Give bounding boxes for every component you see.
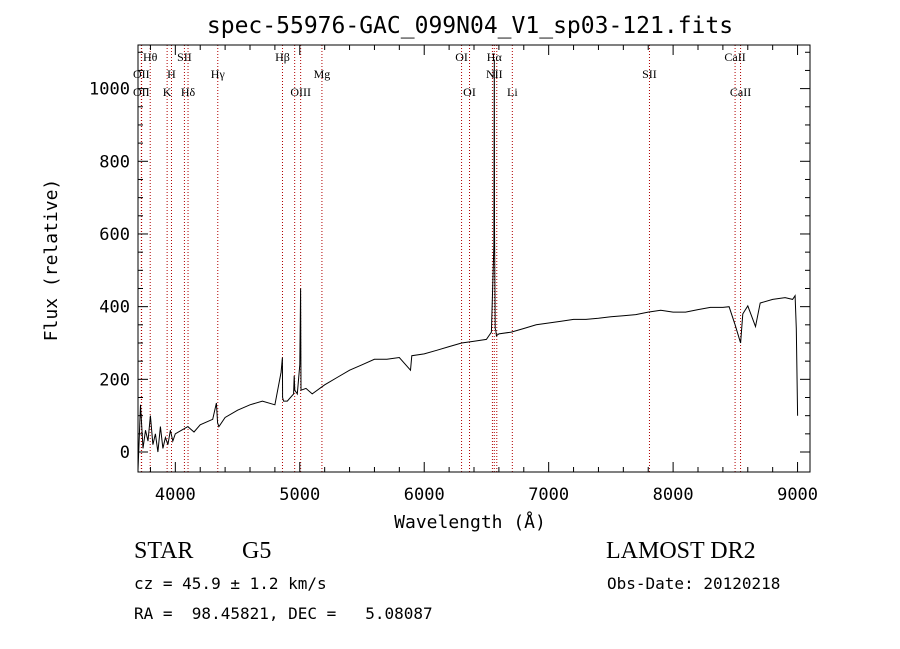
line-label: CaII	[730, 85, 751, 99]
y-tick-label: 0	[120, 443, 130, 463]
obs-date: Obs-Date: 20120218	[607, 574, 781, 593]
y-tick-label: 200	[99, 370, 130, 390]
line-label: SII	[642, 67, 657, 81]
line-label: Hθ	[143, 50, 158, 64]
x-tick-label: 7000	[528, 485, 569, 505]
line-label: K	[163, 85, 172, 99]
x-tick-label: 5000	[279, 485, 320, 505]
survey-name: LAMOST DR2	[606, 538, 756, 564]
y-tick-label: 400	[99, 298, 130, 318]
line-label: OI	[463, 85, 476, 99]
line-label: Li	[507, 85, 518, 99]
line-markers	[140, 45, 742, 472]
line-label: OI	[455, 50, 468, 64]
line-label: Hα	[487, 50, 503, 64]
object-subclass: G5	[242, 538, 272, 564]
line-label: Hδ	[181, 85, 196, 99]
y-tick-label: 600	[99, 225, 130, 245]
line-label: Hγ	[211, 67, 226, 81]
line-label: Hβ	[275, 50, 290, 64]
x-tick-label: 6000	[404, 485, 445, 505]
line-label: OII	[133, 85, 150, 99]
axes: 4000 5000 6000 7000 8000 9000 0 200 400 600 800 100…	[89, 45, 818, 505]
y-tick-label: 800	[99, 152, 130, 172]
redshift-cz: cz = 45.9 ± 1.2 km/s	[134, 574, 327, 593]
line-label: SII	[177, 50, 192, 64]
y-axis-label: Flux (relative)	[41, 179, 62, 342]
y-tick-label: 1000	[89, 80, 130, 100]
x-axis-label: Wavelength (Å)	[394, 511, 546, 533]
line-label: OII	[133, 67, 150, 81]
x-tick-label: 4000	[155, 485, 196, 505]
x-tick-label: 8000	[653, 485, 694, 505]
spectrum-line	[137, 59, 799, 471]
spectrum-chart: spec-55976-GAC_099N04_V1_sp03-121.fits H…	[41, 13, 818, 533]
chart-title: spec-55976-GAC_099N04_V1_sp03-121.fits	[207, 13, 733, 39]
line-label: Mg	[314, 67, 331, 81]
x-tick-label: 9000	[777, 485, 818, 505]
object-class: STAR	[134, 538, 194, 564]
plot-frame	[137, 44, 811, 473]
line-label: OIII	[290, 85, 311, 99]
line-label: CaII	[724, 50, 745, 64]
line-label: H	[167, 67, 176, 81]
ra-dec: RA = 98.45821, DEC = 5.08087	[134, 604, 433, 623]
